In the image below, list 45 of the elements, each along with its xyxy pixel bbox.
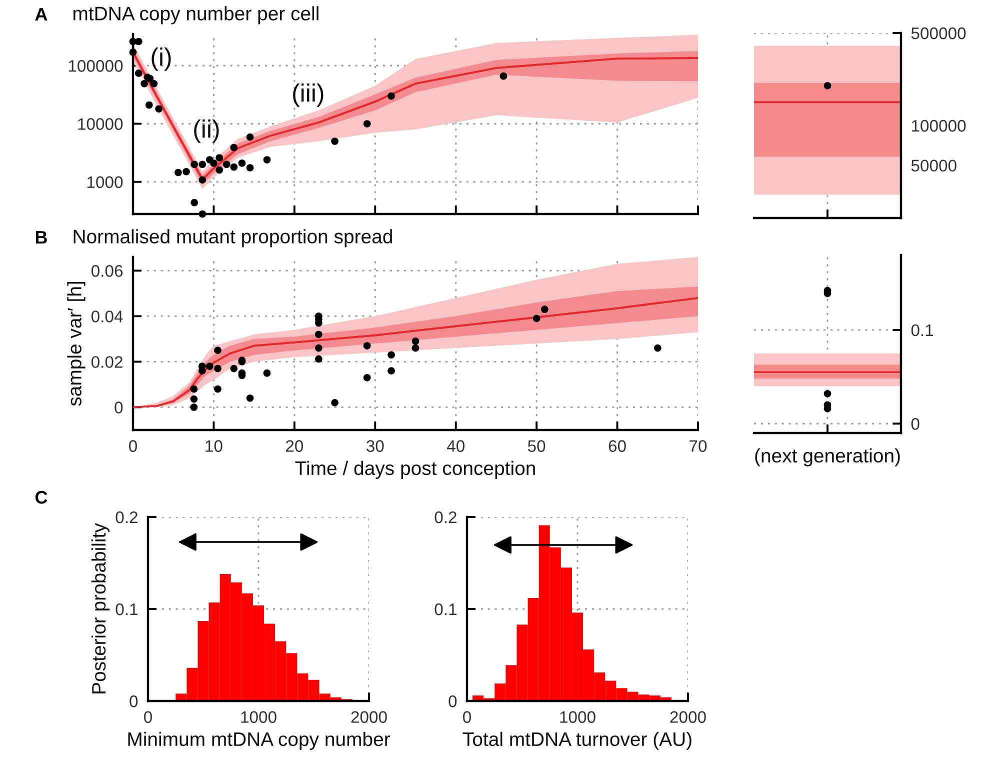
y-tick-label: 0: [114, 402, 123, 414]
x-tick-label: 60: [608, 440, 626, 452]
x-tick-label: 0: [144, 711, 152, 723]
y2-tick-label: 0: [911, 418, 920, 430]
y-tick-label: 0: [130, 695, 138, 708]
y-tick-label: 0.2: [116, 511, 138, 524]
text: C: [35, 490, 48, 504]
y-tick-label: 0.1: [434, 603, 456, 616]
y-tick-label: 0.04: [91, 310, 123, 322]
y-tick-label: 100000: [68, 60, 123, 72]
x-axis-title: Minimum mtDNA copy number: [128, 732, 390, 750]
x-tick-label: 0: [463, 711, 471, 723]
x-tick-label: 2000: [351, 711, 387, 723]
x-tick-label: 40: [446, 440, 464, 452]
y2-tick-label: 0.1: [911, 324, 934, 336]
x-tick-label: 70: [690, 440, 707, 452]
annotation: (iii): [293, 84, 324, 107]
x-tick-label: 20: [286, 440, 304, 452]
y-tick-label: 0.1: [116, 603, 138, 616]
x-tick-label: 50: [528, 440, 546, 452]
text: B: [36, 231, 47, 244]
y-tick-label: 0.02: [91, 356, 122, 368]
x-tick-label: 1000: [560, 711, 596, 723]
y-axis-title: Posterior probability: [91, 523, 110, 694]
x-tick-label: 1000: [241, 711, 276, 723]
x-axis-title: Total mtDNA turnover (AU): [462, 732, 692, 750]
x-tick-label: 30: [366, 440, 384, 452]
annotation: (i): [152, 48, 171, 71]
y-tick-label: 0.2: [434, 511, 456, 524]
x-tick-label: 10: [206, 440, 222, 452]
y-tick-label: 0: [448, 695, 457, 708]
y2-tick-label: 500000: [911, 27, 966, 40]
y-tick-label: 0.06: [91, 265, 123, 277]
y2-tick-label: 50000: [911, 160, 956, 172]
chart-title: mtDNA copy number per cell: [74, 6, 318, 24]
x-axis-title: Time / days post conception: [295, 460, 535, 479]
text: A: [35, 8, 48, 21]
y-axis-title: sample var′ [h]: [67, 282, 86, 406]
chart-title: Normalised mutant proportion spread: [74, 229, 392, 248]
annotation: (ii): [194, 120, 219, 143]
x-tick-label: 2000: [670, 711, 706, 723]
y-tick-label: 10000: [78, 118, 123, 130]
x-axis-title: (next generation): [755, 448, 900, 466]
y2-tick-label: 100000: [912, 120, 966, 132]
y-tick-label: 1000: [87, 176, 123, 188]
